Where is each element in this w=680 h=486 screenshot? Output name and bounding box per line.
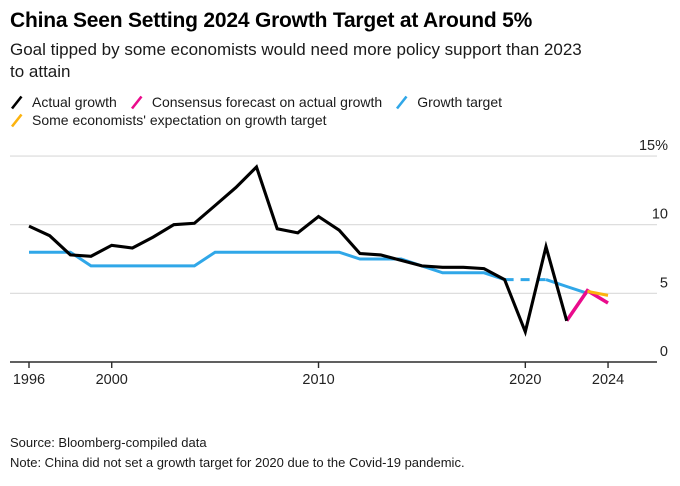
x-tick-label: 1996 bbox=[13, 372, 45, 388]
chart-area: 0 5 10 15% 1996 2000 2010 2020 2024 bbox=[0, 130, 680, 392]
line-swatch-icon bbox=[396, 95, 408, 109]
series-some-economists-expectation-on-growth-target bbox=[587, 289, 609, 297]
line-swatch-icon bbox=[10, 113, 23, 127]
series-actual-growth bbox=[28, 164, 569, 337]
legend-label: Growth target bbox=[417, 94, 503, 110]
legend-row-2: Some economists' expectation on growth t… bbox=[10, 111, 502, 129]
x-tick-label: 2020 bbox=[509, 372, 541, 388]
y-tick-label: 0 bbox=[660, 344, 668, 360]
legend-label: Some economists' expectation on growth t… bbox=[32, 112, 327, 128]
source-note: Source: Bloomberg-compiled data bbox=[10, 435, 207, 450]
line-swatch-icon bbox=[130, 95, 143, 109]
legend-row-1: Actual growth Consensus forecast on actu… bbox=[10, 93, 502, 111]
legend: Actual growth Consensus forecast on actu… bbox=[10, 93, 502, 129]
legend-label: Actual growth bbox=[32, 94, 117, 110]
x-tick-label: 2000 bbox=[96, 372, 128, 388]
legend-item-consensus-forecast: Consensus forecast on actual growth bbox=[130, 94, 382, 110]
growth-line-chart: 0 5 10 15% 1996 2000 2010 2020 2024 bbox=[10, 138, 668, 388]
series-consensus-forecast-on-actual-growth bbox=[565, 288, 609, 322]
page-title: China Seen Setting 2024 Growth Target at… bbox=[10, 9, 533, 32]
series-growth-target-continued bbox=[545, 278, 588, 295]
legend-label: Consensus forecast on actual growth bbox=[151, 94, 383, 110]
covid-note: Note: China did not set a growth target … bbox=[10, 455, 465, 470]
line-swatch-icon bbox=[10, 95, 23, 109]
legend-item-actual-growth: Actual growth bbox=[10, 94, 117, 110]
legend-item-growth-target: Growth target bbox=[395, 94, 502, 110]
y-tick-label: 10 bbox=[652, 207, 668, 223]
footer: Source: Bloomberg-compiled data Note: Ch… bbox=[10, 433, 465, 473]
page-subtitle: Goal tipped by some economists would nee… bbox=[10, 40, 582, 81]
legend-item-economists-expectation: Some economists' expectation on growth t… bbox=[10, 112, 327, 128]
x-tick-label: 2024 bbox=[592, 372, 624, 388]
x-tick-label: 2010 bbox=[302, 372, 334, 388]
y-tick-label: 15% bbox=[639, 138, 668, 154]
y-tick-label: 5 bbox=[660, 275, 668, 291]
